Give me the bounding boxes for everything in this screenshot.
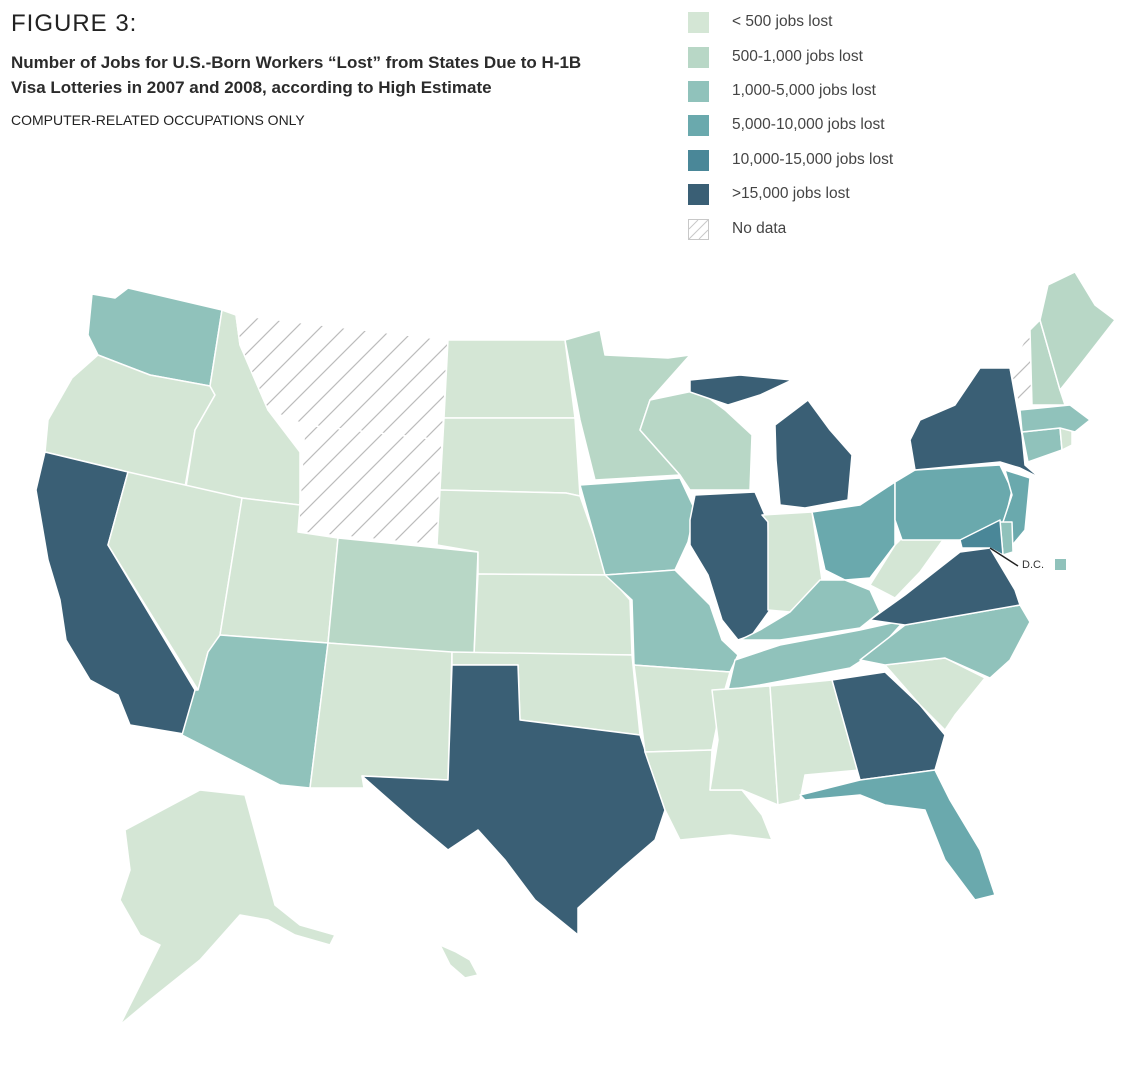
legend-label: 10,000-15,000 jobs lost bbox=[732, 151, 894, 168]
state-MS bbox=[709, 685, 779, 806]
state-FL bbox=[799, 769, 996, 901]
legend-swatch bbox=[688, 81, 709, 102]
figure-label: FIGURE 3: bbox=[11, 10, 138, 37]
legend-label: >15,000 jobs lost bbox=[732, 185, 850, 202]
state-NM bbox=[309, 642, 453, 789]
state-TX bbox=[361, 664, 666, 936]
legend-label: < 500 jobs lost bbox=[732, 13, 833, 30]
legend-label: 5,000-10,000 jobs lost bbox=[732, 116, 885, 133]
state-VA bbox=[869, 547, 1021, 626]
state-MI bbox=[689, 374, 853, 509]
state-KY bbox=[739, 579, 881, 641]
state-ME bbox=[1039, 271, 1116, 391]
legend-label: No data bbox=[732, 220, 787, 237]
state-SD bbox=[439, 417, 581, 497]
state-HI bbox=[439, 944, 479, 979]
state-LA bbox=[644, 749, 773, 841]
legend-swatch-hatched bbox=[688, 219, 709, 240]
state-NY bbox=[909, 367, 1041, 479]
dc-swatch bbox=[1055, 559, 1066, 570]
figure-subtitle: COMPUTER-RELATED OCCUPATIONS ONLY bbox=[11, 112, 305, 128]
state-MO bbox=[604, 569, 739, 673]
state-AK bbox=[119, 789, 336, 1026]
legend-label: 500-1,000 jobs lost bbox=[732, 48, 863, 65]
legend-label: 1,000-5,000 jobs lost bbox=[732, 82, 876, 99]
state-IL bbox=[689, 491, 771, 641]
legend-swatch bbox=[688, 12, 709, 33]
state-CT bbox=[1021, 427, 1063, 463]
state-ND bbox=[443, 339, 576, 419]
figure-title: Number of Jobs for U.S.-Born Workers “Lo… bbox=[11, 53, 582, 97]
dc-leader-line bbox=[989, 547, 1019, 567]
legend-swatch bbox=[688, 184, 709, 205]
state-CO bbox=[327, 537, 479, 656]
state-WY bbox=[297, 424, 443, 546]
state-OH bbox=[811, 481, 896, 581]
state-MA bbox=[1019, 404, 1091, 433]
dc-label: D.C. bbox=[1022, 559, 1044, 571]
state-NH bbox=[1029, 319, 1066, 406]
state-KS bbox=[473, 573, 633, 656]
legend-swatch bbox=[688, 150, 709, 171]
legend-swatch bbox=[688, 47, 709, 68]
legend-swatch bbox=[688, 115, 709, 136]
